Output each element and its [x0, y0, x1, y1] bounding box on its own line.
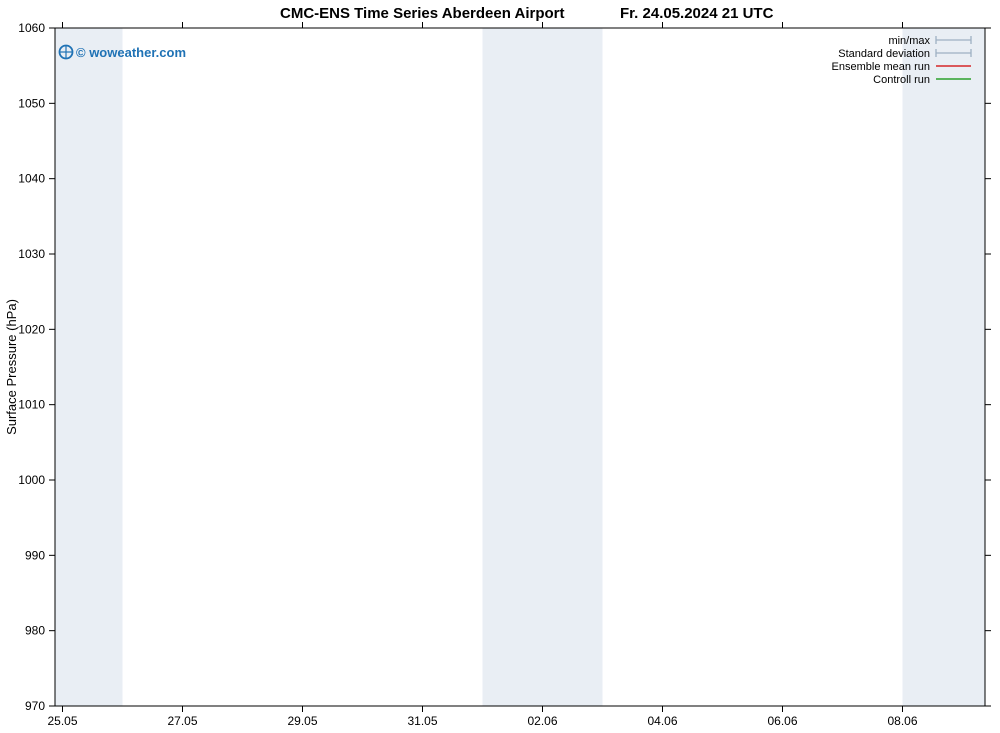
- y-tick-label: 1020: [18, 322, 45, 336]
- y-tick-label: 1040: [18, 172, 45, 186]
- y-tick-label: 1010: [18, 398, 45, 412]
- y-axis-label: Surface Pressure (hPa): [4, 299, 19, 435]
- chart-title-right: Fr. 24.05.2024 21 UTC: [620, 5, 774, 22]
- chart-title-left: CMC-ENS Time Series Aberdeen Airport: [280, 5, 565, 22]
- x-tick-label: 06.06: [767, 714, 797, 728]
- x-tick-label: 27.05: [167, 714, 197, 728]
- legend-label: min/max: [888, 35, 930, 47]
- watermark-text: © woweather.com: [76, 45, 186, 60]
- y-tick-label: 1050: [18, 96, 45, 110]
- chart-container: 970 980 990 1000 1010 1020 1030 1040 1050 1060 25.…: [0, 0, 1000, 733]
- shaded-band: [483, 28, 603, 706]
- legend-label: Ensemble mean run: [832, 61, 930, 73]
- x-tick-label: 31.05: [407, 714, 437, 728]
- y-tick-label: 980: [25, 624, 45, 638]
- x-tick-label: 02.06: [527, 714, 557, 728]
- x-tick-label: 29.05: [287, 714, 317, 728]
- shaded-band: [903, 28, 986, 706]
- x-tick-label: 04.06: [647, 714, 677, 728]
- y-tick-label: 1030: [18, 247, 45, 261]
- y-tick-label: 990: [25, 548, 45, 562]
- shaded-band: [55, 28, 123, 706]
- watermark: © woweather.com: [60, 45, 187, 60]
- legend-label: Controll run: [873, 74, 930, 86]
- y-tick-label: 970: [25, 699, 45, 713]
- y-tick-label: 1000: [18, 473, 45, 487]
- legend-label: Standard deviation: [838, 48, 930, 60]
- pressure-chart: 970 980 990 1000 1010 1020 1030 1040 1050 1060 25.…: [0, 0, 1000, 733]
- x-tick-label: 08.06: [887, 714, 917, 728]
- x-tick-label: 25.05: [47, 714, 77, 728]
- y-tick-label: 1060: [18, 21, 45, 35]
